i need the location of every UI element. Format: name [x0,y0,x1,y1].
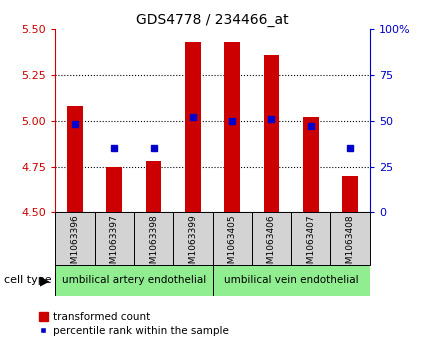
Bar [212,265,370,296]
Text: GSM1063397: GSM1063397 [110,215,119,275]
Bar [67,106,83,212]
Bar [342,176,358,212]
Bar [173,212,212,265]
Text: GSM1063407: GSM1063407 [306,215,315,275]
Text: ▶: ▶ [40,274,50,287]
Text: umbilical vein endothelial: umbilical vein endothelial [224,276,358,285]
Text: GSM1063398: GSM1063398 [149,215,158,275]
Bar [106,167,122,212]
Bar [252,212,291,265]
Text: GSM1063405: GSM1063405 [228,215,237,275]
Bar [303,117,319,212]
Text: GSM1063396: GSM1063396 [71,215,79,275]
Text: GSM1063408: GSM1063408 [346,215,354,275]
Bar [291,212,331,265]
Bar [55,265,212,296]
Bar [264,55,279,212]
Text: GDS4778 / 234466_at: GDS4778 / 234466_at [136,13,289,27]
Text: GSM1063406: GSM1063406 [267,215,276,275]
Legend: transformed count, percentile rank within the sample: transformed count, percentile rank withi… [39,312,229,335]
Bar [185,42,201,212]
Bar [134,212,173,265]
Text: umbilical artery endothelial: umbilical artery endothelial [62,276,206,285]
Bar [331,212,370,265]
Bar [212,212,252,265]
Bar [224,42,240,212]
Bar [55,212,94,265]
Bar [146,161,162,212]
Text: GSM1063399: GSM1063399 [188,215,197,275]
Text: cell type: cell type [4,276,52,285]
Bar [94,212,134,265]
